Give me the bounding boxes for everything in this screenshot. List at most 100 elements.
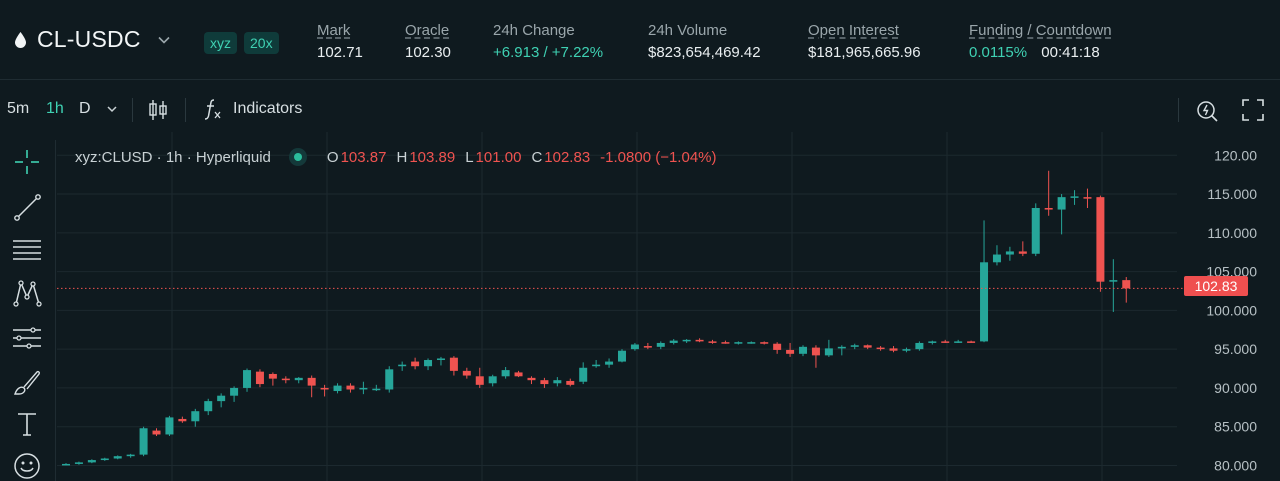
candle-body	[152, 430, 161, 435]
candle-body	[643, 346, 652, 348]
candle-body	[902, 349, 911, 351]
stat-oracle: Oracle 102.30	[405, 22, 451, 61]
candle-body	[307, 377, 316, 386]
interval-dropdown-icon[interactable]	[106, 103, 118, 115]
indicators-button[interactable]: Indicators	[203, 97, 302, 121]
horizontal-lines-icon[interactable]	[11, 233, 43, 265]
candle-body	[617, 350, 626, 362]
candle-body	[980, 262, 989, 342]
candle-body	[605, 361, 614, 365]
oil-drop-icon	[15, 31, 26, 48]
candle-body	[1096, 197, 1105, 282]
legend-close-value: 102.83	[544, 148, 591, 166]
stat-label: 24h Volume	[648, 22, 728, 39]
stat-24h-volume: 24h Volume $823,654,469.42	[648, 22, 761, 61]
candle-body	[204, 401, 213, 412]
candle-body	[876, 347, 885, 350]
toolbar-divider	[185, 98, 186, 122]
candle-body	[630, 344, 639, 350]
candle-body	[566, 380, 575, 385]
candle-body	[165, 417, 174, 435]
crosshair-icon[interactable]	[11, 146, 43, 178]
candle-body	[281, 378, 290, 381]
candle-body	[501, 370, 510, 377]
candle-body	[1122, 280, 1131, 289]
emoji-icon[interactable]	[11, 450, 43, 481]
symbol-selector[interactable]: CL-USDC	[14, 26, 171, 53]
y-tick-label: 110.000	[1207, 225, 1257, 241]
y-tick-label: 90.000	[1214, 380, 1257, 396]
legend-high-label: H	[396, 148, 408, 166]
stat-label: Funding / Countdown	[969, 22, 1112, 39]
candle-body	[62, 463, 70, 466]
candle-body	[74, 462, 83, 464]
stat-label: Oracle	[405, 22, 450, 39]
stat-value: 0.0115% 00:41:18	[969, 44, 1112, 61]
candle-body	[954, 341, 963, 343]
chart-legend: xyz:CLUSD · 1h · Hyperliquid O 103.87 H 10…	[75, 148, 727, 166]
candle-body	[333, 385, 342, 392]
stat-value: +6.913 / +7.22%	[493, 44, 604, 61]
stat-value: $823,654,469.42	[648, 44, 761, 61]
price-chart[interactable]: 120.00 115.000 110.000 105.000 100.000 95.000…	[57, 132, 1280, 481]
candle-body	[811, 347, 820, 356]
brush-icon[interactable]	[11, 366, 43, 398]
pattern-icon[interactable]	[11, 277, 43, 309]
candle-body	[721, 342, 730, 344]
candle-body	[1083, 197, 1092, 199]
candle-body	[462, 370, 471, 376]
candle-body	[178, 418, 187, 422]
candle-body	[837, 346, 846, 349]
candle-body	[540, 380, 549, 385]
candle-body	[320, 387, 329, 390]
candle-body	[850, 345, 859, 347]
interval-1h[interactable]: 1h	[46, 100, 64, 117]
stat-label: Mark	[317, 22, 351, 39]
y-tick-label: 80.000	[1214, 457, 1257, 473]
stat-funding: Funding / Countdown 0.0115% 00:41:18	[969, 22, 1112, 61]
candle-body	[734, 342, 743, 344]
chevron-down-icon	[158, 36, 170, 44]
candle-body	[294, 377, 303, 381]
candle-body	[1044, 208, 1053, 210]
funding-rate: 0.0115%	[969, 44, 1028, 61]
candle-body	[87, 460, 96, 463]
stat-value: $181,965,665.96	[808, 44, 921, 61]
candle-body	[992, 254, 1001, 263]
candle-body	[656, 342, 665, 347]
funding-countdown: 00:41:18	[1041, 44, 1100, 61]
candle-body	[514, 372, 523, 377]
candle-body	[824, 348, 833, 356]
candle-body	[243, 370, 252, 388]
legend-close-label: C	[531, 148, 543, 166]
y-tick-label: 85.000	[1214, 419, 1257, 435]
text-icon[interactable]	[11, 408, 43, 440]
y-tick-label: 120.00	[1214, 147, 1257, 163]
fib-icon[interactable]	[11, 322, 43, 354]
legend-title: xyz:CLUSD · 1h · Hyperliquid	[75, 148, 271, 166]
candle-body	[449, 357, 458, 371]
candle-body	[889, 348, 898, 351]
candle-body	[786, 349, 795, 354]
legend-low-value: 101.00	[475, 148, 522, 166]
interval-5m[interactable]: 5m	[7, 100, 30, 117]
candle-body	[1005, 251, 1014, 255]
market-header: CL-USDC xyz 20x Mark 102.71 Oracle 102.3…	[0, 0, 1280, 80]
candles-icon[interactable]	[147, 98, 169, 122]
fullscreen-icon[interactable]	[1242, 99, 1264, 121]
interval-d[interactable]: D	[79, 100, 91, 117]
settings-icon[interactable]	[1195, 97, 1219, 123]
candle-body	[230, 387, 239, 396]
symbol-name: CL-USDC	[37, 26, 141, 52]
candle-body	[527, 377, 536, 381]
legend-high-value: 103.89	[409, 148, 456, 166]
stat-mark: Mark 102.71	[317, 22, 363, 61]
trend-line-icon[interactable]	[11, 191, 43, 223]
candle-body	[346, 385, 355, 390]
candle-body	[359, 387, 368, 390]
candle-body	[695, 339, 704, 342]
stat-label: Open Interest	[808, 22, 899, 39]
candle-body	[436, 358, 445, 361]
function-icon	[204, 99, 221, 120]
candle-body	[1057, 197, 1066, 210]
